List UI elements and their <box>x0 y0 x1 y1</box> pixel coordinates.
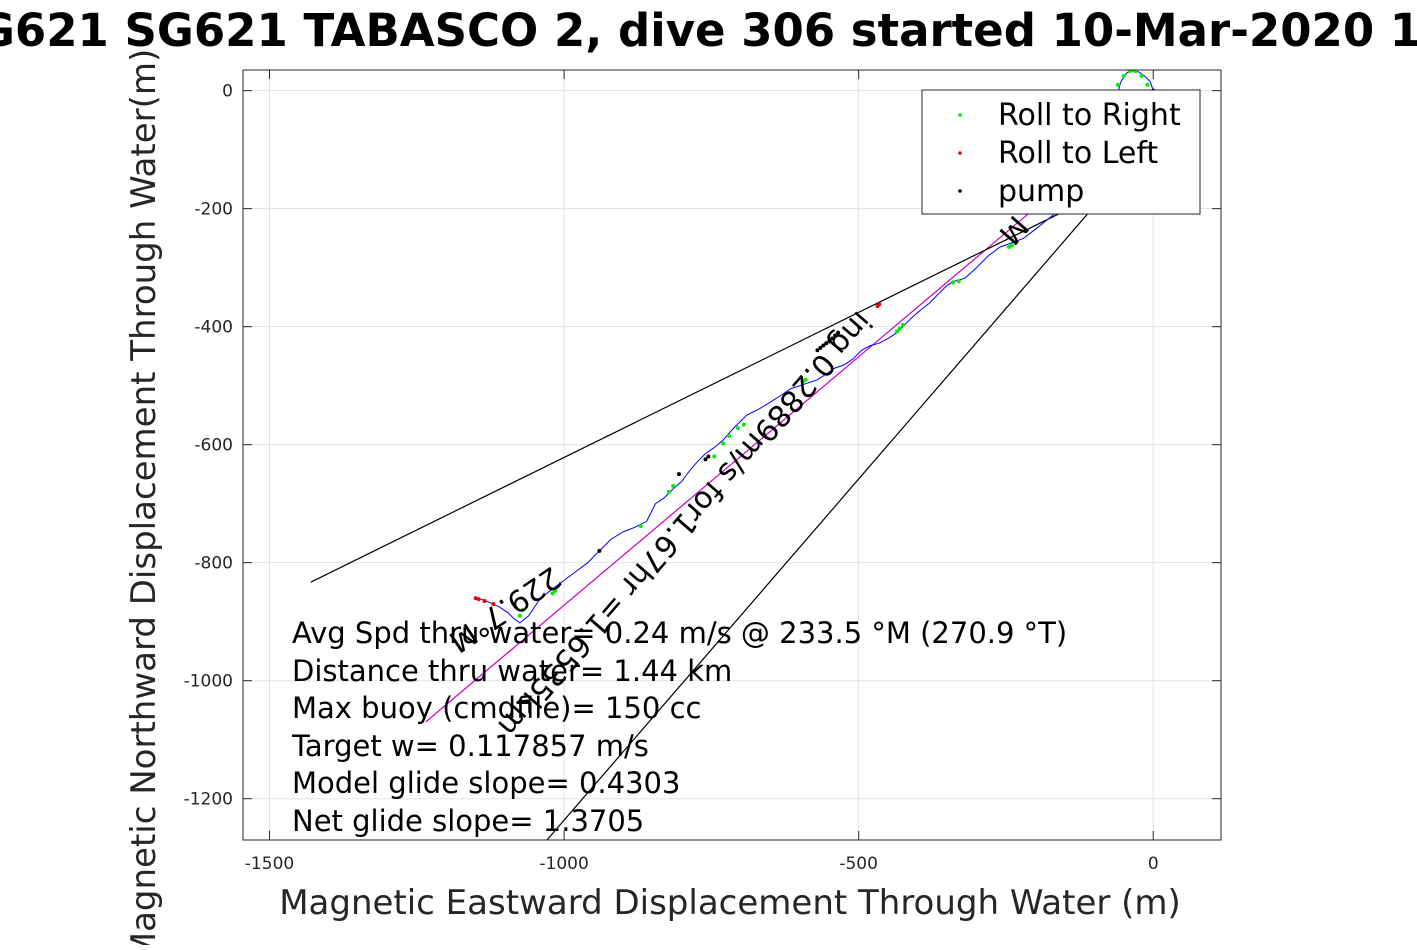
point-roll-to-left <box>473 596 478 601</box>
point-pump <box>815 348 820 353</box>
point-roll-to-left <box>482 599 487 604</box>
point-roll-to-right <box>520 607 525 612</box>
point-pump <box>597 548 602 553</box>
legend-label-pump: pump <box>998 174 1084 209</box>
x-tick-label: 0 <box>1148 854 1159 874</box>
y-tick-label: -400 <box>194 318 233 338</box>
point-pump <box>836 330 841 335</box>
point-roll-to-right <box>1115 82 1120 87</box>
point-roll-to-right <box>1139 73 1144 78</box>
legend-label-roll-right: Roll to Right <box>998 98 1181 133</box>
y-axis-label: Magnetic Northward Displacement Through … <box>124 49 164 945</box>
point-pump <box>703 457 708 462</box>
chart-title: SG621 SG621 TABASCO 2, dive 306 started … <box>0 4 1417 57</box>
point-pump <box>833 333 838 338</box>
point-roll-to-right <box>1009 243 1014 248</box>
grid-lines <box>243 70 1221 840</box>
x-tick-label: -500 <box>839 854 878 874</box>
point-roll-to-right <box>897 326 902 331</box>
y-tick-label: -600 <box>194 436 233 456</box>
point-roll-to-right <box>735 426 740 431</box>
y-tick-label: -200 <box>194 200 233 220</box>
point-roll-to-right <box>727 433 732 438</box>
reference-line-2 <box>546 137 1154 840</box>
point-roll-to-right <box>638 524 643 529</box>
point-pump <box>830 336 835 341</box>
stats-line-model-glide: Model glide slope= 0.4303 <box>292 766 680 800</box>
plot-frame <box>242 69 1222 841</box>
point-pump <box>821 343 826 348</box>
point-pump <box>676 472 681 477</box>
legend-marker-pump <box>958 189 962 193</box>
axis-ticks: -1500 -1000 -500 0 0 -200 -400 -600 -800 -1000 -12… <box>184 70 1221 874</box>
legend-marker-roll-right <box>958 113 962 117</box>
point-roll-to-right <box>671 483 676 488</box>
point-pump <box>824 341 829 346</box>
legend-box <box>921 89 1201 215</box>
stats-line-net-glide: Net glide slope= 1.3705 <box>292 804 644 838</box>
point-roll-to-right <box>950 280 955 285</box>
point-pump <box>827 339 832 344</box>
point-roll-to-left <box>875 304 880 309</box>
x-tick-label: -1500 <box>245 854 294 874</box>
point-roll-to-right <box>894 329 899 334</box>
x-tick-label: -1000 <box>539 854 588 874</box>
point-roll-to-right <box>1145 82 1150 87</box>
point-roll-to-right <box>1133 70 1138 74</box>
point-roll-to-right <box>550 591 555 596</box>
y-tick-label: 0 <box>222 82 233 102</box>
point-roll-to-right <box>1121 73 1126 78</box>
legend-label-roll-left: Roll to Left <box>998 136 1158 171</box>
stats-line-avg-speed: Avg Spd thru water= 0.24 m/s @ 233.5 °M … <box>292 616 1067 650</box>
legend: Roll to Right Roll to Left pump <box>921 89 1201 215</box>
point-roll-to-right <box>1127 70 1132 74</box>
point-roll-to-left <box>491 601 496 606</box>
x-axis-label: Magnetic Eastward Displacement Through W… <box>279 883 1181 923</box>
point-roll-to-right <box>800 379 805 384</box>
legend-marker-roll-left <box>958 151 962 155</box>
dive-stats: Avg Spd thru water= 0.24 m/s @ 233.5 °M … <box>291 616 1067 838</box>
y-tick-label: -1000 <box>184 672 233 692</box>
point-roll-to-right <box>803 377 808 382</box>
stats-line-max-buoy: Max buoy (cmdfile)= 150 cc <box>292 691 701 725</box>
stats-line-distance: Distance thru water= 1.44 km <box>292 654 732 688</box>
point-roll-to-right <box>553 589 558 594</box>
point-pump <box>818 345 823 350</box>
point-roll-to-right <box>1006 245 1011 250</box>
point-roll-to-right <box>517 613 522 618</box>
point-pump <box>706 454 711 459</box>
point-roll-to-right <box>712 454 717 459</box>
point-roll-to-right <box>721 441 726 446</box>
point-roll-to-right <box>956 279 961 284</box>
reference-line-1 <box>310 166 1154 583</box>
point-roll-to-right <box>900 322 905 327</box>
point-roll-to-right <box>741 422 746 427</box>
y-tick-label: -800 <box>194 554 233 574</box>
stats-line-target-w: Target w= 0.117857 m/s <box>291 729 649 763</box>
y-tick-label: -1200 <box>184 790 233 810</box>
point-roll-to-right <box>666 489 671 494</box>
